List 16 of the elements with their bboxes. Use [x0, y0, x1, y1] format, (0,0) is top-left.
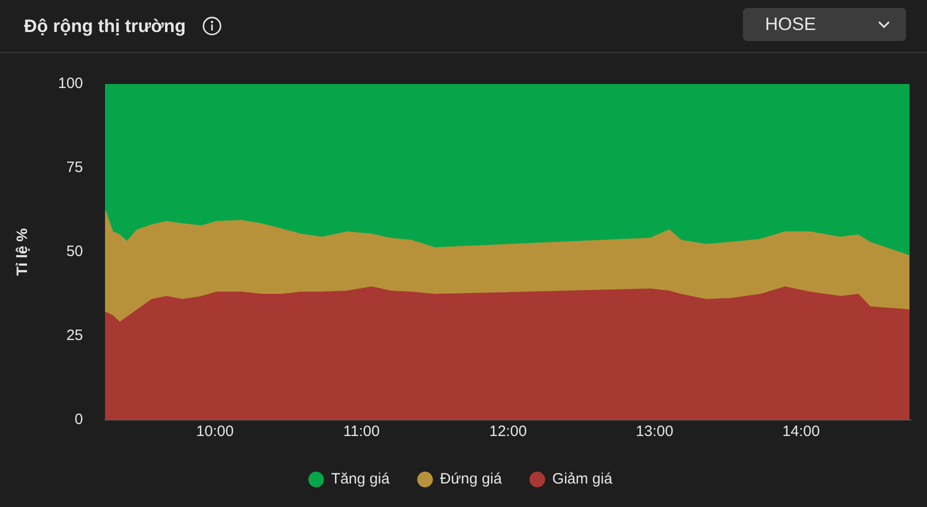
x-tick-label: 10:00	[196, 423, 234, 440]
y-tick-label: 0	[74, 411, 84, 428]
y-tick-label: 25	[66, 327, 84, 344]
y-tick-label: 75	[66, 159, 84, 176]
y-tick-label: 50	[66, 243, 84, 260]
legend-label: Tăng giá	[331, 470, 390, 488]
x-tick-label: 11:00	[343, 423, 380, 440]
y-tick-label: 100	[58, 75, 84, 92]
chart-title: Độ rộng thị trường	[24, 16, 186, 36]
x-tick-label: 13:00	[636, 423, 674, 440]
x-tick-label: 12:00	[489, 423, 527, 440]
legend-label: Giảm giá	[552, 470, 613, 488]
y-axis-title: Tỉ lệ %	[14, 228, 32, 276]
legend-label: Đứng giá	[440, 470, 502, 488]
x-tick-label: 14:00	[782, 423, 820, 440]
chart-subtitle: HOSE	[765, 14, 816, 35]
